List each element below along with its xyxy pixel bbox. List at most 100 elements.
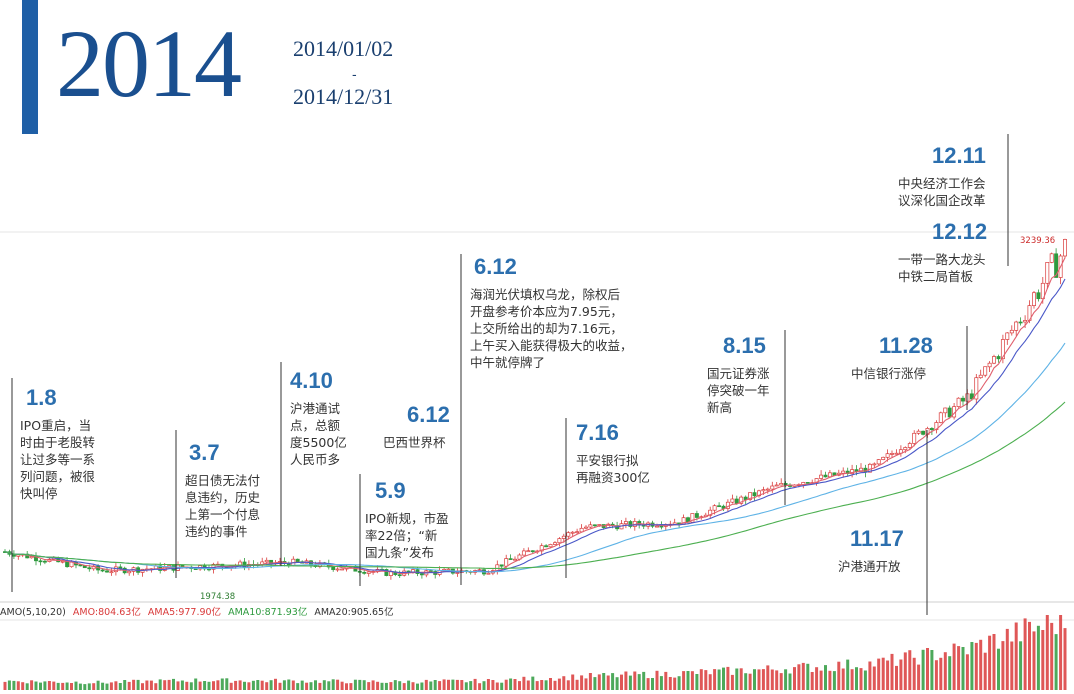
candle-body [805, 482, 810, 484]
volume-bar [1010, 641, 1014, 690]
volume-bar [562, 676, 566, 690]
volume-bar [974, 642, 978, 690]
volume-bar [105, 683, 109, 690]
candle-body [113, 566, 118, 573]
volume-bar [841, 668, 845, 690]
volume-bar [43, 681, 47, 690]
event-0612-worldcup: 6.12 巴西世界杯 [383, 402, 450, 451]
volume-bar [1050, 622, 1054, 690]
volume-bar [606, 675, 610, 690]
volume-bar [779, 673, 783, 690]
volume-bar [172, 678, 175, 690]
candle-body [544, 545, 549, 548]
volume-bar [686, 671, 690, 690]
volume-bar [216, 680, 220, 690]
volume-bar [141, 683, 144, 690]
volume-bar [167, 679, 171, 690]
volume-bar [664, 671, 668, 690]
volume-bar [123, 680, 127, 690]
volume-bar [766, 665, 770, 690]
event-text: 中央经济工作会 议深化国企改革 [898, 176, 986, 208]
event-text: IPO重启，当 时由于老股转 让过多等一系 列问题，被很 快叫停 [20, 418, 96, 501]
volume-bar [56, 682, 60, 690]
candle-body [903, 447, 908, 451]
volume-bar [988, 635, 992, 690]
candle-body [455, 572, 460, 574]
candle-body [859, 467, 863, 472]
candle-body [548, 544, 553, 548]
volume-bar [34, 681, 38, 690]
candle-body [539, 545, 544, 552]
volume-bar [407, 680, 411, 690]
volume-bar [735, 668, 739, 690]
volume-bar [801, 662, 805, 690]
volume-bar [154, 683, 158, 690]
candle-body [628, 521, 633, 527]
volume-bar [965, 654, 969, 690]
volume-bar [149, 680, 153, 690]
candle-body [508, 558, 513, 560]
candle-body [841, 470, 846, 474]
volume-bar [992, 634, 996, 690]
volume-bar [291, 680, 295, 690]
volume-bar [775, 670, 779, 690]
volume-bar [274, 678, 277, 690]
candle-body [929, 428, 934, 431]
candle-body [1045, 262, 1050, 284]
volume-bar [793, 667, 796, 690]
volume-bar [176, 681, 180, 690]
volume-bar [717, 669, 721, 690]
candle-body [87, 567, 92, 570]
volume-bar [203, 681, 207, 690]
volume-bar [797, 664, 801, 690]
legend-amo: AMO:804.63亿 [72, 607, 141, 618]
volume-bar [713, 669, 717, 690]
candle-body [557, 538, 562, 544]
event-date: 12.11 [932, 143, 986, 168]
volume-bar [420, 682, 424, 690]
volume-bar [593, 677, 597, 690]
legend-ama20: AMA20:905.65亿 [314, 607, 394, 618]
volume-bar [824, 665, 827, 690]
candle-body [105, 570, 109, 573]
volume-bar [114, 681, 118, 690]
event-0509: 5.9 IPO新规，市盈 率22倍；“新 国九条”发布 [365, 478, 449, 561]
candle-body [655, 525, 659, 528]
event-1128: 11.28 中信银行涨停 [851, 333, 933, 382]
candle-body [1054, 253, 1059, 278]
volume-bar [1032, 631, 1036, 690]
candle-body [16, 554, 21, 557]
volume-bar [566, 680, 570, 690]
candle-body [592, 524, 597, 527]
volume-bar [979, 639, 983, 690]
volume-bar [473, 678, 477, 690]
volume-bar [588, 673, 592, 690]
volume-bar [1054, 634, 1058, 690]
candle-body [907, 443, 912, 448]
volume-bar [602, 673, 606, 690]
volume-bar [296, 683, 300, 690]
candle-body [397, 574, 402, 577]
volume-bar [690, 671, 694, 690]
volume-bar [739, 668, 743, 690]
event-text: 超日债无法付 息违约，历史 上第一个付息 违约的事件 [185, 473, 261, 539]
volume-bar [575, 679, 579, 690]
event-date: 3.7 [189, 440, 220, 465]
candle-body [748, 492, 753, 500]
volume-bar [495, 682, 499, 690]
volume-bar [127, 681, 131, 690]
volume-bar [788, 673, 792, 690]
volume-bar [748, 673, 752, 690]
candle-body [242, 561, 247, 568]
volume-bar [411, 682, 415, 690]
volume-bar [646, 678, 650, 690]
volume-bar [983, 652, 987, 690]
volume-bar [220, 678, 224, 690]
volume-bar [300, 680, 304, 690]
volume-bar [903, 652, 907, 690]
volume-bar [1028, 621, 1031, 690]
candle-body [384, 569, 389, 576]
volume-bar [934, 660, 938, 690]
candle-body [366, 571, 371, 574]
